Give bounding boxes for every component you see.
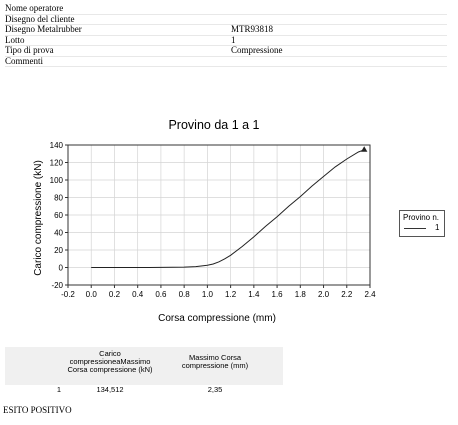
info-label: Disegno del cliente <box>5 13 75 24</box>
x-tick-label: 1.0 <box>202 290 214 299</box>
x-tick-label: -0.2 <box>61 290 75 299</box>
x-tick-label: 1.4 <box>248 290 260 299</box>
x-tick-label: 2.0 <box>318 290 330 299</box>
info-row-metalrubber-drawing: Disegno Metalrubber MTR93818 <box>5 25 447 36</box>
legend-swatch-line <box>404 228 426 229</box>
y-tick-label: 120 <box>50 159 64 168</box>
x-axis-label: Corsa compressione (mm) <box>158 313 276 324</box>
results-row-index: 1 <box>56 385 61 394</box>
results-table: Carico compressioneaMassimo Corsa compre… <box>5 347 283 394</box>
chart-legend: Provino n. 1 <box>399 210 445 237</box>
y-tick-label: 40 <box>54 229 63 238</box>
specimen-info-table: Nome operatore Disegno del cliente Diseg… <box>5 4 447 67</box>
info-value: Compressione <box>231 45 283 55</box>
results-col-max-stroke-header: Massimo Corsa compressione (mm) <box>181 353 249 370</box>
x-axis-ticks: -0.2 0.0 0.2 0.4 0.6 0.8 1.0 1.2 1.4 1.6 1.8 2.0 2.2… <box>61 285 376 299</box>
y-axis-ticks: -20 0 20 40 60 80 100 120 140 <box>50 141 68 290</box>
legend-series-name: 1 <box>435 223 440 232</box>
y-tick-label: 60 <box>54 211 63 220</box>
y-tick-label: -20 <box>51 281 63 290</box>
x-tick-label: 0.2 <box>109 290 121 299</box>
info-row-comments: Commenti <box>5 55 447 67</box>
info-label: Lotto <box>5 34 25 45</box>
y-tick-label: 100 <box>50 176 64 185</box>
x-tick-label: 0.4 <box>132 290 144 299</box>
y-tick-label: 140 <box>50 141 64 150</box>
info-value: 1 <box>231 34 236 45</box>
chart-title: Provino da 1 a 1 <box>168 118 259 132</box>
info-value: MTR93818 <box>231 24 274 34</box>
x-tick-label: 2.4 <box>364 290 376 299</box>
chart-grid <box>67 144 371 286</box>
series-line-1 <box>91 149 365 268</box>
x-tick-label: 1.2 <box>225 290 237 299</box>
y-axis-label: Carico compressione (kN) <box>33 160 44 276</box>
x-tick-label: 0.0 <box>86 290 98 299</box>
test-outcome: ESITO POSITIVO <box>3 405 72 415</box>
info-label: Disegno Metalrubber <box>5 24 82 34</box>
table-row: 1 134,512 2,35 <box>5 385 283 394</box>
y-tick-label: 0 <box>59 264 64 273</box>
results-max-stroke-value: 2,35 <box>207 385 223 394</box>
load-displacement-chart: Provino da 1 a 1 -0.2 0.0 0.2 0.4 0.6 0.8 1.0 1… <box>33 118 376 324</box>
x-tick-label: 1.6 <box>272 290 284 299</box>
info-label: Commenti <box>5 55 43 66</box>
info-row-test-type: Tipo di prova Compressione <box>5 46 447 57</box>
y-tick-label: 80 <box>54 194 63 203</box>
info-row-customer-drawing: Disegno del cliente <box>5 13 447 25</box>
results-col-max-load-header: Carico compressioneaMassimo Corsa compre… <box>67 349 153 374</box>
x-tick-label: 1.8 <box>295 290 307 299</box>
results-header: Carico compressioneaMassimo Corsa compre… <box>5 347 283 385</box>
max-value-marker <box>360 146 368 152</box>
plot-area-frame <box>67 144 371 286</box>
results-max-load-value: 134,512 <box>96 385 124 394</box>
x-tick-label: 0.8 <box>179 290 191 299</box>
y-tick-label: 20 <box>54 246 63 255</box>
info-row-operator: Nome operatore <box>5 4 447 15</box>
info-label: Nome operatore <box>5 3 64 13</box>
x-tick-label: 2.2 <box>341 290 353 299</box>
info-label: Tipo di prova <box>5 45 54 55</box>
x-tick-label: 0.6 <box>155 290 167 299</box>
info-row-lot: Lotto 1 <box>5 34 447 46</box>
legend-title: Provino n. <box>403 213 440 222</box>
